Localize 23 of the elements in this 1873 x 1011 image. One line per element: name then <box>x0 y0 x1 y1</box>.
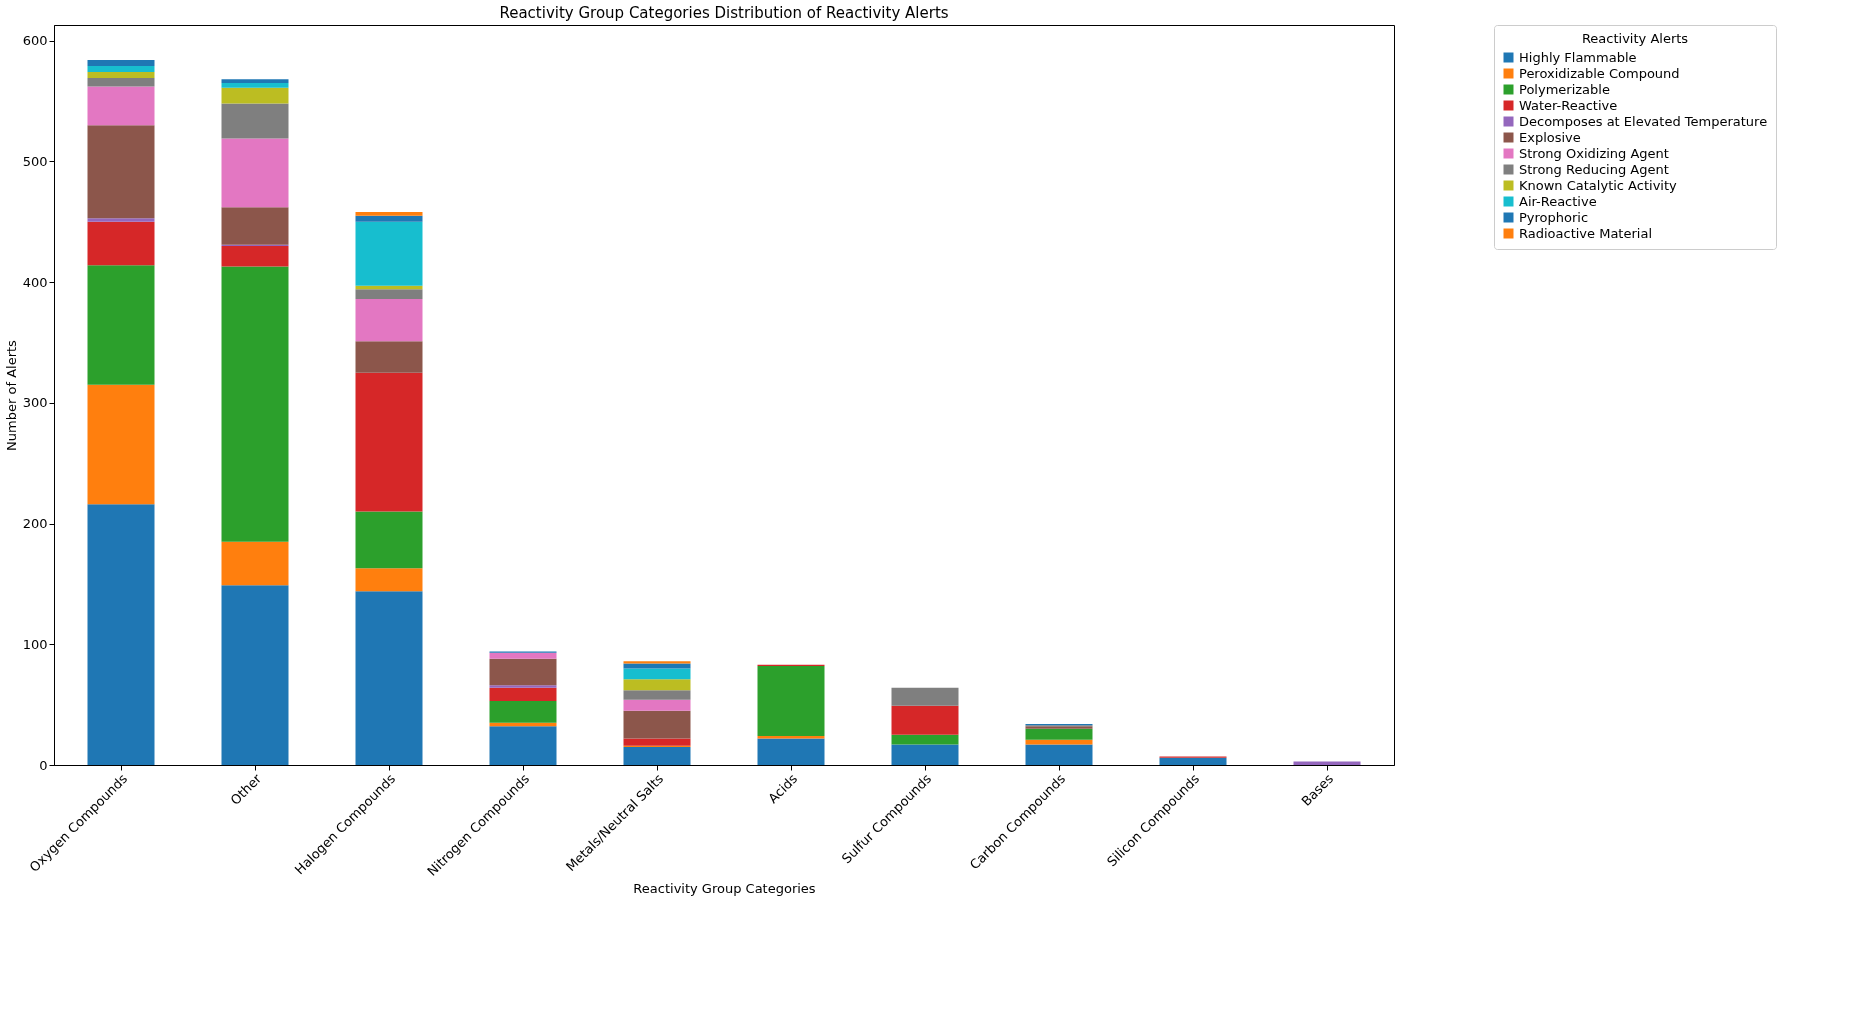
legend-label: Air-Reactive <box>1519 193 1597 209</box>
legend-label: Peroxidizable Compound <box>1519 65 1680 81</box>
y-tick-label: 400 <box>22 274 48 290</box>
y-tick-label: 100 <box>22 636 48 652</box>
y-tick-label: 600 <box>22 33 48 49</box>
y-tick-label: 500 <box>22 153 48 169</box>
legend-label: Strong Reducing Agent <box>1519 161 1669 177</box>
legend-label: Explosive <box>1519 129 1581 145</box>
y-tick-label: 0 <box>39 757 48 773</box>
chart-title: Reactivity Group Categories Distribution of Reactivity Alerts <box>499 3 949 22</box>
legend-label: Radioactive Material <box>1519 225 1652 241</box>
legend-label: Decomposes at Elevated Temperature <box>1519 113 1768 129</box>
legend-label: Strong Oxidizing Agent <box>1519 145 1669 161</box>
y-tick-label: 200 <box>22 516 48 532</box>
legend-label: Water-Reactive <box>1519 97 1618 113</box>
legend-label: Pyrophoric <box>1519 209 1589 225</box>
x-axis-title: Reactivity Group Categories <box>633 880 816 896</box>
legend-label: Polymerizable <box>1519 81 1610 97</box>
y-axis-title: Number of Alerts <box>3 339 19 451</box>
legend-label: Highly Flammable <box>1519 49 1637 65</box>
y-tick-label: 300 <box>22 395 48 411</box>
legend-label: Known Catalytic Activity <box>1519 177 1678 193</box>
legend-title: Reactivity Alerts <box>1581 31 1689 46</box>
